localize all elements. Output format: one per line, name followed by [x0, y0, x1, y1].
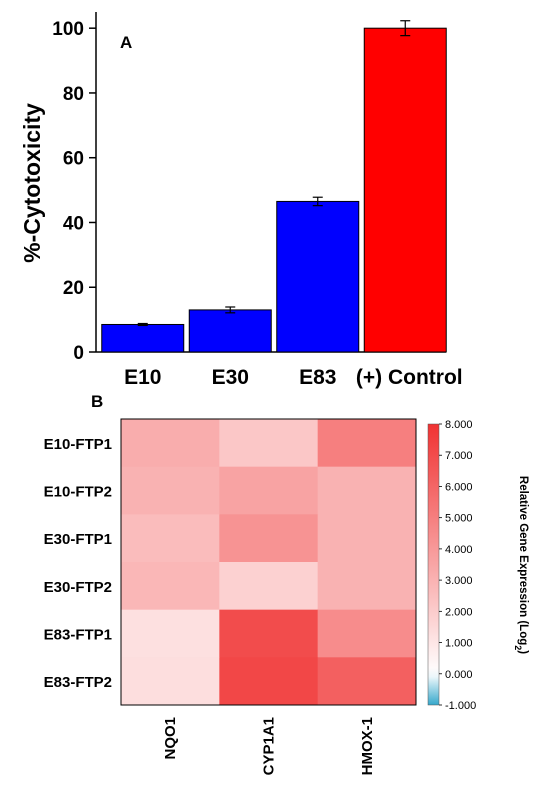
y-tick-label: 60: [63, 149, 84, 170]
panel-label: B: [91, 392, 103, 411]
bar: [276, 200, 360, 353]
colorbar-tick-label: -1.000: [445, 700, 476, 712]
colorbar-label-end: ): [517, 650, 529, 654]
column-label: HMOX-1: [359, 717, 376, 775]
heatmap-cell: [317, 657, 417, 706]
colorbar-tick-label: 2.000: [445, 606, 473, 618]
heatmap-cell: [317, 419, 417, 468]
row-label: E10-FTP2: [44, 484, 112, 501]
heatmap-cell: [317, 514, 417, 563]
colorbar-ticks: 8.000 7.000 6.000 5.000 4.000 3.000 2.000 1.000…: [439, 419, 476, 712]
colorbar: [427, 423, 440, 706]
colorbar-tick-label: 1.000: [445, 638, 473, 650]
colorbar-tick-label: 4.000: [445, 544, 473, 556]
heatmap-cell: [121, 419, 220, 468]
heatmap-frame: [120, 418, 417, 706]
heatmap-cell: [317, 609, 417, 658]
colorbar-tick-label: 5.000: [445, 513, 473, 525]
heatmap-cell: [219, 657, 319, 706]
heatmap-cell: [317, 466, 417, 515]
row-label: E83-FTP1: [44, 627, 112, 644]
bar: [363, 27, 447, 353]
panel-label: A: [120, 33, 132, 52]
heatmap-cell: [219, 514, 319, 563]
row-label: E10-FTP1: [44, 436, 112, 453]
heatmap-cell: [317, 562, 417, 611]
x-tick-label: E10: [124, 366, 161, 389]
y-tick-label: 80: [63, 84, 84, 105]
x-tick-labels: E10 E30 E83 (+) Control: [124, 366, 463, 389]
heatmap-cell: [121, 562, 220, 611]
row-label: E30-FTP2: [44, 579, 112, 596]
y-axis-label: %-Cytotoxicity: [19, 103, 45, 263]
colorbar-label-main: Relative Gene Expression (Log: [517, 476, 529, 645]
x-tick-label: E83: [299, 366, 336, 389]
bar: [188, 309, 272, 353]
bar-chart-panel: A 0 20 40 60 80 100 E10 E30 E83 (+) Control %-Cy…: [19, 12, 463, 389]
colorbar-tick-label: 3.000: [445, 575, 473, 587]
heatmap-cell: [121, 609, 220, 658]
bars: [101, 20, 447, 353]
heatmap-cell: [121, 657, 220, 706]
bar: [101, 323, 185, 353]
colorbar-tick-label: 6.000: [445, 481, 473, 493]
colorbar-tick-label: 7.000: [445, 450, 473, 462]
y-tick-label: 20: [63, 278, 84, 299]
heatmap-cell: [121, 514, 220, 563]
heatmap-cell: [219, 466, 319, 515]
heatmap-cell: [219, 419, 319, 468]
heatmap-cell: [121, 466, 220, 515]
colorbar-tick-label: 8.000: [445, 419, 473, 431]
y-ticks: 0 20 40 60 80 100: [52, 19, 96, 364]
row-labels: E10-FTP1 E10-FTP2 E30-FTP1 E30-FTP2 E83-FTP1…: [44, 436, 112, 691]
x-tick-label: E30: [212, 366, 249, 389]
y-tick-label: 40: [63, 213, 84, 234]
column-label: CYP1A1: [261, 717, 278, 775]
colorbar-label: Relative Gene Expression (Log2): [513, 476, 529, 654]
column-labels: NQO1 CYP1A1 HMOX-1: [162, 717, 376, 775]
row-label: E83-FTP2: [44, 674, 112, 691]
heatmap-cell: [219, 609, 319, 658]
heatmap-cells: [121, 419, 417, 706]
row-label: E30-FTP1: [44, 531, 112, 548]
x-tick-label: (+) Control: [356, 366, 463, 389]
heatmap-panel: B E10-FTP1 E10-FTP2 E30-FTP1 E30-FTP2 E83-FT…: [44, 392, 529, 775]
heatmap-cell: [219, 562, 319, 611]
column-label: NQO1: [162, 717, 179, 760]
y-tick-label: 0: [73, 343, 84, 364]
colorbar-tick-label: 0.000: [445, 669, 473, 681]
y-tick-label: 100: [52, 19, 84, 40]
colorbar-label-subscript: 2: [513, 645, 523, 650]
